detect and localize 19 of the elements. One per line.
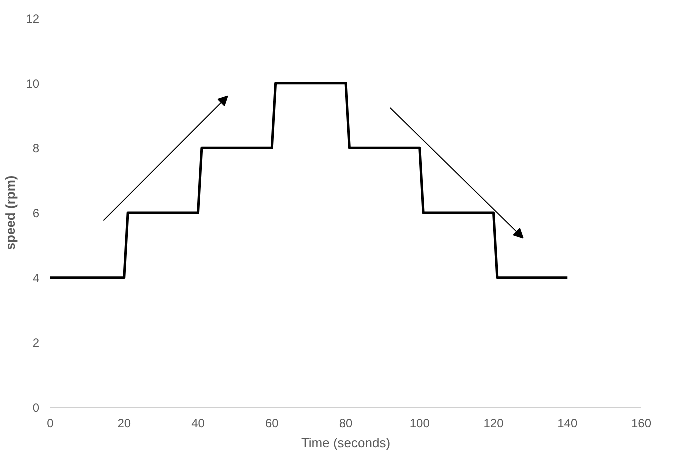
x-tick-label: 60 [265, 416, 280, 430]
x-tick-label: 140 [558, 416, 578, 430]
y-tick-label: 8 [32, 142, 40, 156]
y-tick-label: 10 [26, 76, 40, 91]
x-tick-label: 80 [339, 416, 353, 430]
x-tick-label: 160 [631, 416, 652, 430]
y-tick-label: 12 [26, 12, 40, 26]
x-tick-label: 100 [410, 416, 430, 430]
y-tick-label: 6 [32, 206, 40, 220]
y-tick-label: 0 [32, 401, 40, 415]
y-tick-label: 2 [32, 336, 40, 350]
x-tick-label: 20 [118, 416, 132, 430]
line-series [50, 82, 569, 280]
y-tick-label: 4 [32, 271, 40, 286]
y-axis-title: speed (rpm) [3, 176, 18, 250]
x-tick-label: 0 [47, 416, 54, 430]
x-tick-label: 120 [484, 416, 504, 430]
x-axis-title: Time (seconds) [301, 436, 391, 450]
x-tick-label: 40 [192, 416, 206, 430]
